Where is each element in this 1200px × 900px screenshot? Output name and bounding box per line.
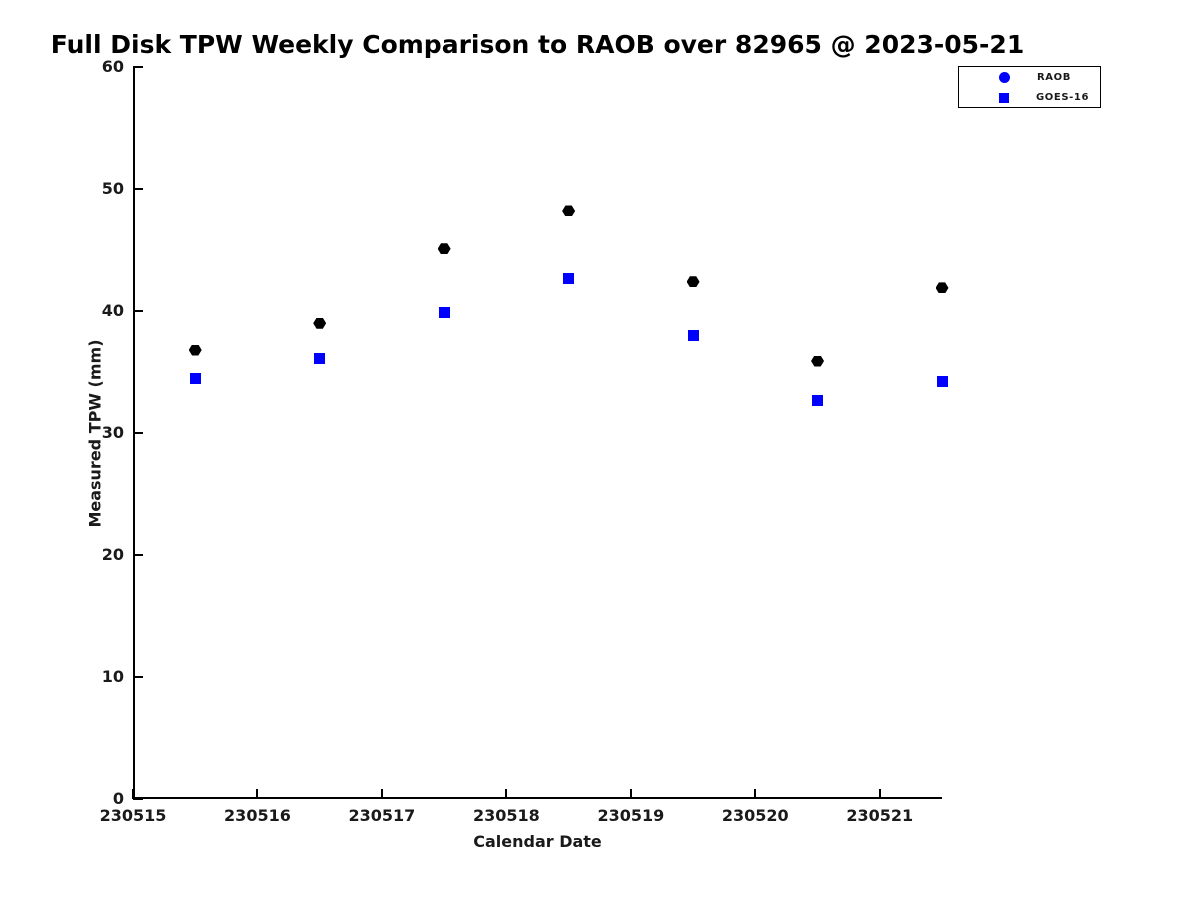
legend-item-goes16: GOES-16 [959, 87, 1100, 108]
x-tick-mark [505, 789, 508, 799]
raob-data-marker [437, 243, 451, 255]
y-tick-mark [133, 554, 143, 556]
y-tick-label: 60 [101, 57, 124, 76]
y-tick-mark [133, 66, 143, 68]
legend-label-goes16: GOES-16 [1036, 92, 1090, 103]
x-tick-mark [256, 789, 259, 799]
y-tick-label: 20 [101, 545, 124, 564]
x-tick-label: 230521 [846, 806, 914, 825]
y-tick-mark [133, 188, 143, 190]
y-tick-label: 0 [112, 789, 124, 808]
goes16-data-marker [812, 394, 824, 406]
y-tick-mark [133, 798, 143, 800]
x-tick-label: 230515 [99, 806, 167, 825]
raob-data-marker [686, 276, 700, 288]
raob-data-marker [313, 317, 327, 329]
x-tick-label: 230518 [472, 806, 540, 825]
raob-data-marker [811, 355, 825, 367]
x-axis-label: Calendar Date [473, 832, 602, 851]
y-axis-label: Measured TPW (mm) [85, 339, 105, 528]
plot-area [132, 66, 949, 800]
goes16-data-marker [563, 272, 575, 284]
y-tick-mark [133, 310, 143, 312]
x-tick-mark [878, 789, 881, 799]
raob-data-marker [188, 344, 202, 356]
x-tick-mark [132, 789, 134, 799]
x-tick-label: 230516 [224, 806, 291, 825]
x-tick-label: 230519 [597, 806, 665, 825]
y-tick-label: 40 [101, 301, 124, 320]
x-tick-label: 230517 [348, 806, 416, 825]
raob-data-marker [935, 282, 949, 294]
y-tick-label: 10 [101, 667, 124, 686]
y-tick-label: 30 [101, 423, 124, 442]
x-tick-mark [380, 789, 383, 799]
raob-legend-marker-icon [999, 72, 1010, 83]
x-tick-mark [629, 789, 632, 799]
legend-item-raob: RAOB [959, 67, 1100, 88]
y-tick-label: 50 [101, 179, 124, 198]
chart-title: Full Disk TPW Weekly Comparison to RAOB … [50, 30, 1025, 59]
x-axis-spine [133, 797, 942, 799]
legend-label-raob: RAOB [1037, 72, 1071, 83]
goes16-data-marker [314, 353, 326, 365]
goes16-data-marker [189, 372, 201, 384]
goes16-data-marker [687, 329, 699, 341]
y-tick-mark [133, 676, 143, 678]
x-tick-mark [754, 789, 757, 799]
x-tick-label: 230520 [721, 806, 789, 825]
goes16-data-marker [936, 376, 948, 388]
raob-data-marker [562, 205, 576, 217]
legend: RAOB GOES-16 [958, 66, 1101, 108]
goes16-legend-marker-icon [999, 92, 1009, 103]
goes16-data-marker [438, 306, 450, 318]
y-tick-mark [133, 432, 143, 434]
